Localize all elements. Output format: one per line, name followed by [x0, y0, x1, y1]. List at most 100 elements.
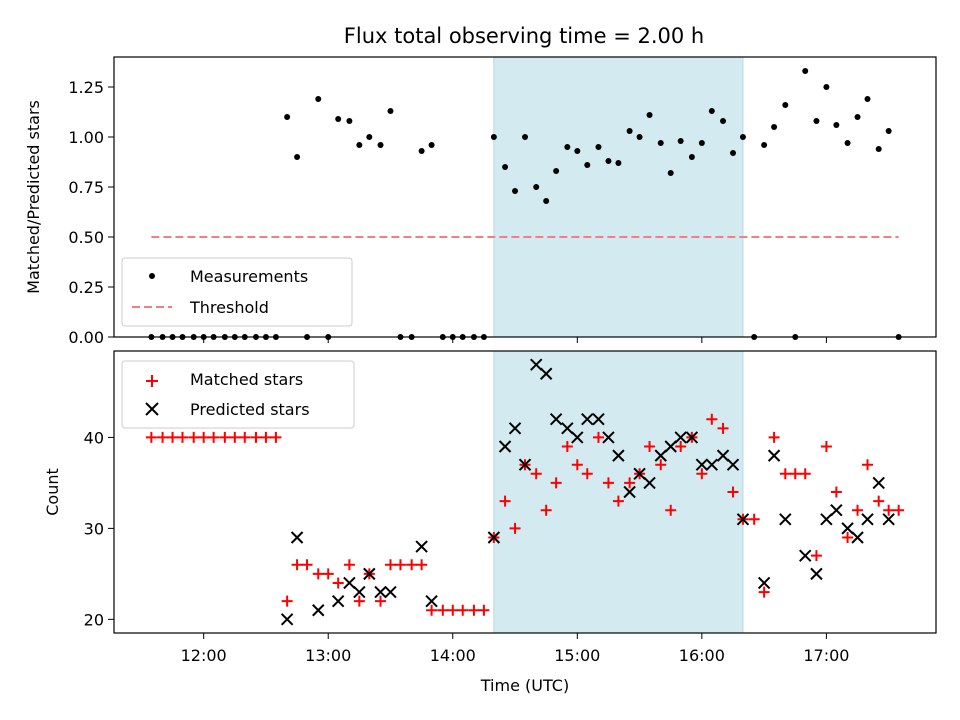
measurement-point [698, 140, 705, 146]
matched-star-point [727, 486, 739, 498]
predicted-star-point [487, 531, 501, 544]
matched-star-point [883, 504, 895, 516]
matched-star-point [820, 441, 832, 453]
matched-star-point [789, 468, 801, 480]
predicted-star-point [280, 613, 294, 626]
matched-star-point [561, 441, 573, 453]
predicted-star-point [539, 367, 553, 380]
measurement-point [729, 150, 736, 156]
matched-star-point [581, 468, 593, 480]
predicted-star-point [695, 458, 709, 471]
top-axes-frame [113, 56, 937, 338]
matched-star-point [717, 422, 729, 434]
measurement-point [543, 198, 550, 204]
measurement-point [844, 140, 851, 146]
matched-star-point [758, 586, 770, 598]
matched-star-point [145, 431, 157, 443]
matched-star-point [799, 468, 811, 480]
predicted-star-point [498, 440, 512, 453]
bottom-legend-box [121, 360, 355, 429]
matched-star-point [291, 559, 303, 571]
predicted-star-point [726, 458, 740, 471]
matched-star-point [312, 568, 324, 580]
top-x-ticks [203, 337, 827, 343]
measurement-point [502, 164, 509, 170]
measurement-point [564, 144, 571, 150]
measurement-point [813, 118, 820, 124]
predicted-star-point [571, 431, 584, 444]
matched-star-point [706, 413, 718, 425]
top-ytick-label: 0.00 [68, 328, 104, 347]
matched-star-point [478, 604, 490, 616]
matched-star-point [665, 504, 677, 516]
matched-star-point [810, 550, 822, 562]
measurement-point [688, 154, 695, 160]
top-shaded-interval [493, 56, 744, 338]
matched-star-point [281, 595, 293, 607]
matched-star-point [426, 604, 438, 616]
measurement-point [708, 108, 715, 114]
matched-star-point [343, 559, 355, 571]
predicted-star-point [592, 413, 605, 426]
bottom-legend: Matched stars Predicted stars [121, 360, 355, 429]
measurement-point [667, 170, 674, 176]
predicted-star-point [674, 431, 687, 444]
xtick-label: 15:00 [554, 646, 600, 665]
matched-star-point [437, 604, 449, 616]
matched-star-point [457, 604, 469, 616]
measurement-point [636, 134, 643, 140]
predicted-star-point [705, 458, 719, 471]
measurement-point [739, 134, 746, 140]
chart-title: Flux total observing time = 2.00 h [344, 24, 704, 48]
legend-matched-label: Matched stars [190, 370, 303, 389]
matched-star-point [530, 468, 542, 480]
predicted-star-point [736, 513, 750, 526]
matched-star-point [177, 431, 188, 443]
top-ytick-label: 0.75 [68, 178, 104, 197]
matched-star-point [219, 431, 231, 443]
predicted-star-point [612, 449, 625, 462]
measurement-point [595, 144, 602, 150]
measurement-point [605, 158, 612, 164]
bottom-marks [145, 358, 905, 626]
measurement-point [574, 148, 581, 154]
matched-star-point [157, 431, 169, 443]
matched-star-point [301, 559, 313, 571]
xtick-label: 16:00 [679, 646, 725, 665]
predicted-star-point [581, 413, 594, 426]
measurement-point [875, 146, 882, 152]
matched-star-point [468, 604, 480, 616]
matched-star-point [779, 468, 791, 480]
matched-star-point [862, 459, 873, 471]
legend-threshold-label: Threshold [189, 298, 269, 317]
predicted-star-point [716, 449, 730, 462]
predicted-star-point [415, 540, 428, 553]
predicted-star-point [685, 431, 699, 444]
top-ytick-label: 1.25 [68, 78, 104, 97]
bottom-shaded-interval [493, 350, 744, 634]
legend-measurements-label: Measurements [190, 267, 308, 286]
matched-star-point [332, 577, 344, 589]
matched-star-point [499, 495, 511, 507]
legend-measurements-marker [149, 273, 155, 279]
measurement-point [864, 96, 871, 102]
matched-star-point [873, 495, 885, 507]
measurement-point [782, 102, 789, 108]
top-ytick-label: 1.00 [68, 128, 104, 147]
bottom-ytick-label: 20 [84, 610, 104, 629]
measurement-point [294, 154, 301, 160]
predicted-star-point [633, 467, 646, 481]
x-axis-label: Time (UTC) [480, 676, 569, 695]
matched-star-point [188, 431, 200, 443]
matched-star-point [571, 459, 583, 471]
predicted-star-point [851, 531, 864, 544]
matched-star-point [394, 559, 406, 571]
xtick-label: 17:00 [803, 646, 849, 665]
xtick-label: 14:00 [430, 646, 476, 665]
predicted-star-point [530, 358, 543, 371]
predicted-star-point [830, 503, 843, 517]
predicted-star-point [312, 604, 325, 617]
predicted-star-point [363, 567, 376, 581]
top-y-ticks: 0.00 0.25 0.50 0.75 1.00 1.25 [68, 78, 114, 347]
matched-star-point [229, 431, 241, 443]
